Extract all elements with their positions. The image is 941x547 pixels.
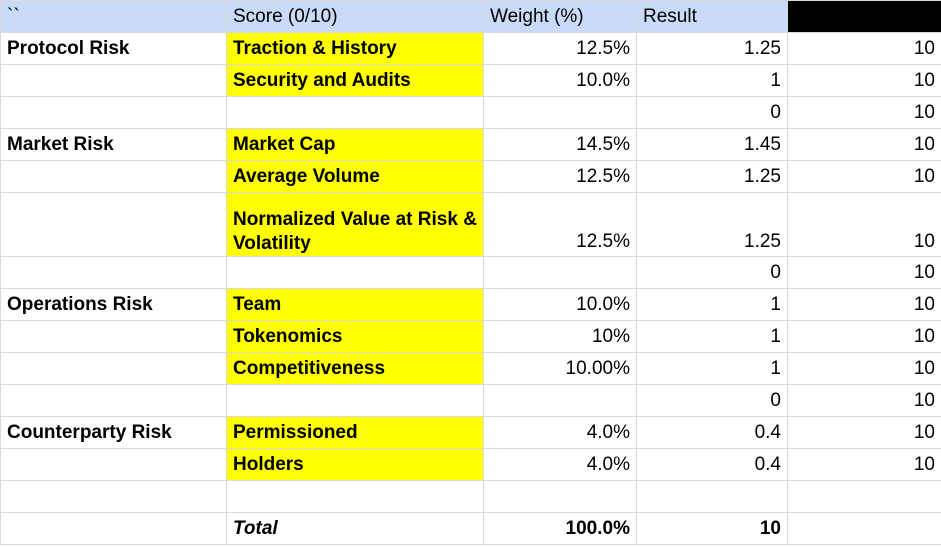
result-cell[interactable]: 1 xyxy=(636,288,788,321)
weight-cell[interactable]: 10.0% xyxy=(483,64,637,97)
score-cell[interactable]: 10 xyxy=(787,320,941,353)
header-cell-a[interactable]: `` xyxy=(0,0,227,33)
score-cell[interactable]: 10 xyxy=(787,256,941,289)
table-row: Operations Risk Team 10.0% 1 10 xyxy=(0,288,941,321)
empty-cell[interactable] xyxy=(787,480,941,513)
weight-cell[interactable] xyxy=(483,96,637,129)
item-cell[interactable]: Normalized Value at Risk & Volatility xyxy=(226,192,484,257)
result-cell[interactable]: 0 xyxy=(636,96,788,129)
item-cell[interactable]: Team xyxy=(226,288,484,321)
score-cell[interactable]: 10 xyxy=(787,352,941,385)
empty-row xyxy=(0,480,941,513)
result-cell[interactable]: 1.25 xyxy=(636,192,788,257)
weight-cell[interactable]: 12.5% xyxy=(483,192,637,257)
item-cell[interactable]: Competitiveness xyxy=(226,352,484,385)
item-cell[interactable] xyxy=(226,96,484,129)
item-cell[interactable]: Holders xyxy=(226,448,484,481)
weight-cell[interactable]: 12.5% xyxy=(483,160,637,193)
category-cell[interactable] xyxy=(0,192,227,257)
item-cell[interactable]: Tokenomics xyxy=(226,320,484,353)
score-cell[interactable]: 10 xyxy=(787,96,941,129)
item-cell[interactable]: Permissioned xyxy=(226,416,484,449)
result-cell[interactable]: 0.4 xyxy=(636,448,788,481)
score-cell[interactable]: 10 xyxy=(787,416,941,449)
empty-cell[interactable] xyxy=(0,480,227,513)
score-cell[interactable]: 10 xyxy=(787,128,941,161)
total-weight[interactable]: 100.0% xyxy=(483,512,637,545)
weight-cell[interactable] xyxy=(483,384,637,417)
total-result[interactable]: 10 xyxy=(636,512,788,545)
score-cell[interactable]: 10 xyxy=(787,192,941,257)
score-cell[interactable]: 10 xyxy=(787,32,941,65)
table-row: Counterparty Risk Permissioned 4.0% 0.4 … xyxy=(0,416,941,449)
empty-cell[interactable] xyxy=(636,480,788,513)
weight-cell[interactable]: 14.5% xyxy=(483,128,637,161)
item-cell[interactable] xyxy=(226,256,484,289)
weight-cell[interactable] xyxy=(483,256,637,289)
item-cell[interactable]: Average Volume xyxy=(226,160,484,193)
score-cell[interactable]: 10 xyxy=(787,160,941,193)
score-cell[interactable]: 10 xyxy=(787,64,941,97)
score-cell[interactable]: 10 xyxy=(787,448,941,481)
result-cell[interactable]: 0.4 xyxy=(636,416,788,449)
empty-cell[interactable] xyxy=(483,480,637,513)
item-cell[interactable] xyxy=(226,384,484,417)
score-cell[interactable]: 10 xyxy=(787,288,941,321)
result-cell[interactable]: 0 xyxy=(636,256,788,289)
category-cell[interactable]: Operations Risk xyxy=(0,288,227,321)
result-cell[interactable]: 1 xyxy=(636,64,788,97)
total-row: Total 100.0% 10 xyxy=(0,512,941,545)
result-cell[interactable]: 1.25 xyxy=(636,32,788,65)
table-row: Holders 4.0% 0.4 10 xyxy=(0,448,941,481)
category-cell[interactable] xyxy=(0,160,227,193)
category-cell[interactable] xyxy=(0,320,227,353)
score-cell[interactable]: 10 xyxy=(787,384,941,417)
weight-cell[interactable]: 4.0% xyxy=(483,416,637,449)
empty-cell[interactable] xyxy=(787,512,941,545)
table-row: 0 10 xyxy=(0,384,941,417)
weight-cell[interactable]: 4.0% xyxy=(483,448,637,481)
item-cell[interactable]: Traction & History xyxy=(226,32,484,65)
table-row: Security and Audits 10.0% 1 10 xyxy=(0,64,941,97)
weight-cell[interactable]: 10.0% xyxy=(483,288,637,321)
total-label[interactable]: Total xyxy=(226,512,484,545)
category-cell[interactable]: Market Risk xyxy=(0,128,227,161)
result-cell[interactable]: 1.25 xyxy=(636,160,788,193)
table-row: Competitiveness 10.00% 1 10 xyxy=(0,352,941,385)
category-cell[interactable] xyxy=(0,64,227,97)
item-cell[interactable]: Security and Audits xyxy=(226,64,484,97)
header-cell-weight[interactable]: Weight (%) xyxy=(483,0,637,33)
header-row: `` Score (0/10) Weight (%) Result Score xyxy=(0,0,941,33)
category-cell[interactable]: Protocol Risk xyxy=(0,32,227,65)
weight-cell[interactable]: 10% xyxy=(483,320,637,353)
table-row: Tokenomics 10% 1 10 xyxy=(0,320,941,353)
table-row: Average Volume 12.5% 1.25 10 xyxy=(0,160,941,193)
table-row: Normalized Value at Risk & Volatility 12… xyxy=(0,192,941,257)
weight-cell[interactable]: 12.5% xyxy=(483,32,637,65)
table-row: Protocol Risk Traction & History 12.5% 1… xyxy=(0,32,941,65)
header-cell-result[interactable]: Result xyxy=(636,0,788,33)
result-cell[interactable]: 1.45 xyxy=(636,128,788,161)
table-row: Market Risk Market Cap 14.5% 1.45 10 xyxy=(0,128,941,161)
empty-cell[interactable] xyxy=(0,512,227,545)
result-cell[interactable]: 0 xyxy=(636,384,788,417)
category-cell[interactable]: Counterparty Risk xyxy=(0,416,227,449)
weight-cell[interactable]: 10.00% xyxy=(483,352,637,385)
category-cell[interactable] xyxy=(0,384,227,417)
item-cell[interactable]: Market Cap xyxy=(226,128,484,161)
category-cell[interactable] xyxy=(0,352,227,385)
category-cell[interactable] xyxy=(0,448,227,481)
category-cell[interactable] xyxy=(0,96,227,129)
header-cell-score-label[interactable]: Score (0/10) xyxy=(226,0,484,33)
table-row: 0 10 xyxy=(0,256,941,289)
result-cell[interactable]: 1 xyxy=(636,320,788,353)
empty-cell[interactable] xyxy=(226,480,484,513)
result-cell[interactable]: 1 xyxy=(636,352,788,385)
table-row: 0 10 xyxy=(0,96,941,129)
header-cell-score[interactable]: Score xyxy=(787,0,941,33)
category-cell[interactable] xyxy=(0,256,227,289)
